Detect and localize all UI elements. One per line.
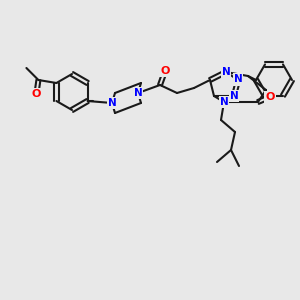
Text: N: N [220,97,228,107]
Text: O: O [32,89,41,99]
Text: N: N [134,88,142,98]
Text: O: O [265,92,275,102]
Text: N: N [108,98,116,108]
Text: N: N [230,91,238,101]
Text: N: N [234,75,242,85]
Text: N: N [222,67,230,77]
Text: N: N [234,74,242,84]
Text: O: O [160,66,170,76]
